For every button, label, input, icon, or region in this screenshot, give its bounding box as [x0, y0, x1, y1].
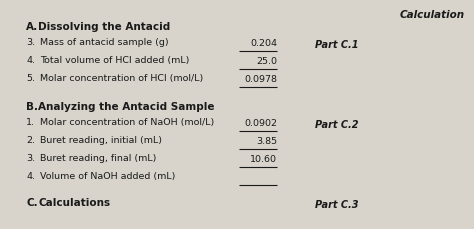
Text: Total volume of HCl added (mL): Total volume of HCl added (mL)	[40, 56, 190, 65]
Text: 3.: 3.	[26, 38, 35, 47]
Text: Mass of antacid sample (g): Mass of antacid sample (g)	[40, 38, 169, 47]
Text: Part C.2: Part C.2	[315, 120, 359, 130]
Text: 3.: 3.	[26, 154, 35, 163]
Text: Volume of NaOH added (mL): Volume of NaOH added (mL)	[40, 172, 176, 181]
Text: C.: C.	[26, 198, 38, 208]
Text: Molar concentration of HCl (mol/L): Molar concentration of HCl (mol/L)	[40, 74, 203, 83]
Text: 1.: 1.	[26, 118, 35, 127]
Text: 0.204: 0.204	[250, 39, 277, 49]
Text: 0.0978: 0.0978	[245, 76, 277, 85]
Text: 4.: 4.	[26, 56, 35, 65]
Text: 4.: 4.	[26, 172, 35, 181]
Text: 25.0: 25.0	[256, 57, 277, 66]
Text: Calculations: Calculations	[38, 198, 110, 208]
Text: 0.0902: 0.0902	[245, 120, 277, 128]
Text: Buret reading, initial (mL): Buret reading, initial (mL)	[40, 136, 162, 145]
Text: 5.: 5.	[26, 74, 35, 83]
Text: Analyzing the Antacid Sample: Analyzing the Antacid Sample	[38, 102, 215, 112]
Text: Part C.3: Part C.3	[315, 200, 359, 210]
Text: Dissolving the Antacid: Dissolving the Antacid	[38, 22, 170, 32]
Text: 3.85: 3.85	[256, 137, 277, 147]
Text: Part C.1: Part C.1	[315, 40, 359, 50]
Text: Molar concentration of NaOH (mol/L): Molar concentration of NaOH (mol/L)	[40, 118, 215, 127]
Text: A.: A.	[26, 22, 38, 32]
Text: Calculation: Calculation	[400, 10, 465, 20]
Text: 2.: 2.	[26, 136, 35, 145]
Text: Buret reading, final (mL): Buret reading, final (mL)	[40, 154, 157, 163]
Text: 10.60: 10.60	[250, 155, 277, 164]
Text: B.: B.	[26, 102, 38, 112]
